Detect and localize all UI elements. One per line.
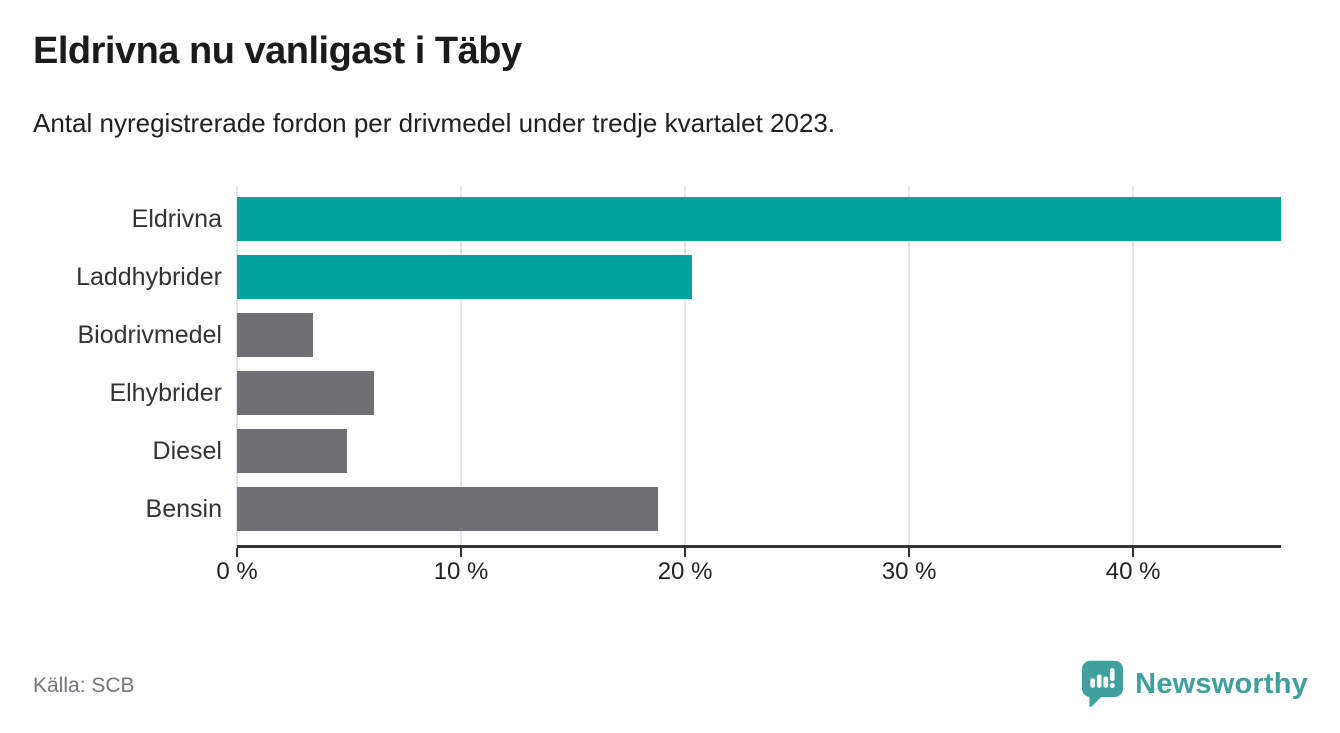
axis-tick-label: 30 % — [881, 558, 937, 585]
gridline — [236, 186, 238, 546]
axis-tick-label: 40 % — [1105, 558, 1161, 585]
axis-tick — [236, 548, 238, 557]
category-label: Laddhybrider — [76, 263, 222, 291]
gridline — [460, 186, 463, 546]
bar-row: Biodrivmedel — [0, 306, 1290, 364]
category-label: Elhybrider — [109, 379, 222, 407]
axis-tick — [684, 548, 687, 557]
bar-row: Bensin — [0, 480, 1290, 538]
bar-biodrivmedel — [237, 313, 314, 357]
bar-bensin — [237, 487, 659, 531]
gridline — [908, 186, 911, 546]
bar-row: Diesel — [0, 422, 1290, 480]
axis-tick — [1132, 548, 1135, 557]
axis-tick-label: 0 % — [216, 558, 258, 585]
category-label: Bensin — [145, 495, 222, 523]
bar-chart: Eldrivna Laddhybrider Biodrivmedel Elhybrid… — [0, 186, 1290, 546]
bar-row: Eldrivna — [0, 190, 1290, 248]
chart-title: Eldrivna nu vanligast i Täby — [33, 30, 522, 72]
gridline — [684, 186, 687, 546]
x-axis-line — [237, 545, 1281, 548]
bar-row: Laddhybrider — [0, 248, 1290, 306]
newsworthy-logo-icon — [1082, 660, 1124, 708]
gridline — [1132, 186, 1135, 546]
category-label: Eldrivna — [131, 205, 222, 233]
brand-logo: Newsworthy — [1082, 660, 1308, 708]
axis-tick-label: 20 % — [657, 558, 713, 585]
brand-logo-text: Newsworthy — [1135, 667, 1308, 700]
gridline-layer — [0, 186, 1290, 546]
source-note: Källa: SCB — [33, 674, 135, 697]
bar-diesel — [237, 429, 347, 473]
bar-row: Elhybrider — [0, 364, 1290, 422]
axis-tick — [460, 548, 463, 557]
axis-tick-label: 10 % — [433, 558, 489, 585]
chart-subtitle: Antal nyregistrerade fordon per drivmede… — [33, 108, 836, 138]
bar-laddhybrider — [237, 255, 692, 299]
axis-tick — [908, 548, 911, 557]
category-label: Diesel — [152, 437, 222, 465]
bar-elhybrider — [237, 371, 374, 415]
category-label: Biodrivmedel — [77, 321, 222, 349]
bar-eldrivna — [237, 197, 1281, 241]
